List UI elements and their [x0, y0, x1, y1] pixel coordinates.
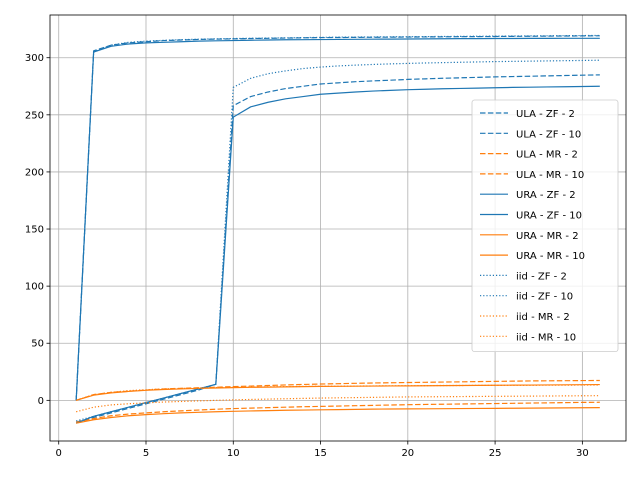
legend-label: iid - MR - 10: [516, 332, 576, 343]
x-tick-label: 25: [489, 448, 502, 459]
y-tick-label: 300: [25, 53, 44, 64]
legend-label: URA - MR - 10: [516, 251, 585, 262]
y-tick-label: 0: [38, 396, 44, 407]
x-axis: 0 5 10 15 20 25 30: [56, 441, 589, 459]
x-tick-label: 20: [401, 448, 414, 459]
y-tick-label: 150: [25, 225, 44, 236]
series-line: [75, 37, 600, 401]
series-line: [76, 407, 600, 424]
plot-frame: [49, 14, 627, 442]
legend-label: iid - ZF - 2: [516, 271, 567, 282]
x-tick-label: 15: [314, 448, 327, 459]
series-line: [76, 395, 600, 413]
x-tick-label: 0: [56, 448, 62, 459]
x-tick-label: 5: [143, 448, 149, 459]
series-lines: [75, 34, 600, 424]
legend-label: iid - ZF - 10: [516, 292, 573, 303]
legend-label: URA - ZF - 2: [516, 190, 576, 201]
y-tick-label: 200: [25, 167, 44, 178]
series-line: [75, 384, 600, 401]
x-tick-label: 30: [576, 448, 589, 459]
y-axis: 0 50 100 150 200 250 300: [25, 53, 50, 407]
x-tick-label: 10: [227, 448, 240, 459]
series-line: [76, 401, 600, 423]
series-line: [76, 74, 600, 423]
y-tick-label: 250: [25, 110, 44, 121]
legend-label: ULA - MR - 2: [516, 150, 578, 161]
legend-box: [471, 99, 619, 353]
legend-label: iid - MR - 2: [516, 312, 570, 323]
legend-label: ULA - ZF - 10: [516, 129, 581, 140]
series-line: [75, 34, 600, 401]
legend: ULA - ZF - 2 ULA - ZF - 10 ULA - MR - 2 ULA…: [471, 99, 619, 353]
legend-label: ULA - ZF - 2: [516, 109, 575, 120]
y-tick-label: 50: [31, 339, 44, 350]
legend-label: URA - MR - 2: [516, 231, 579, 242]
series-line: [76, 59, 600, 422]
legend-label: ULA - MR - 10: [516, 170, 584, 181]
legend-label: URA - ZF - 10: [516, 211, 582, 222]
y-tick-label: 100: [25, 282, 44, 293]
